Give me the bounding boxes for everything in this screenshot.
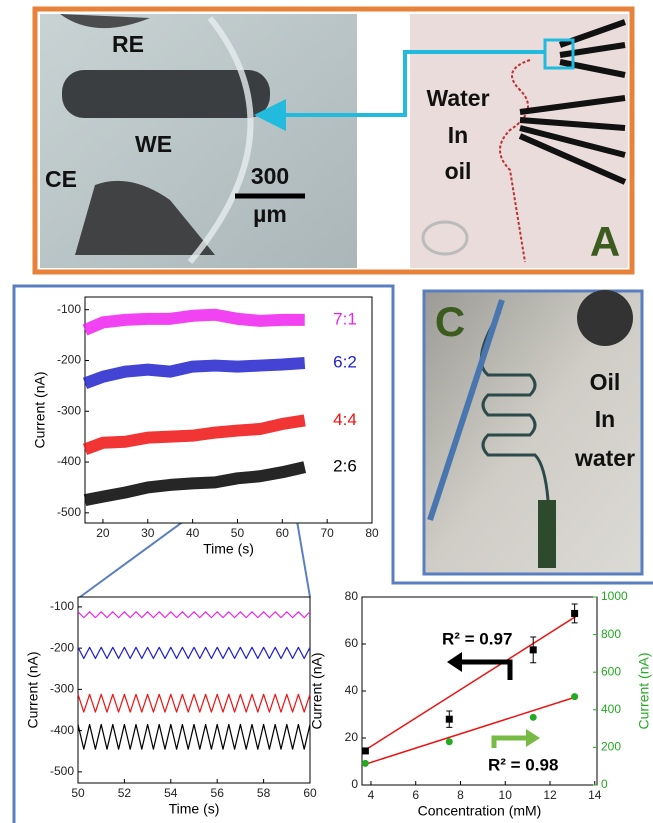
y-axis-label: Current (nA) [309, 652, 325, 729]
x-tick-label: 10 [499, 788, 513, 802]
y2-tick-label: 1000 [601, 589, 628, 603]
outlet [538, 500, 556, 568]
x-tick-label: 50 [71, 786, 85, 800]
point [571, 610, 578, 617]
x-axis-label: Time (s) [203, 541, 254, 557]
y2-tick-label: 0 [601, 777, 608, 791]
x-tick-label: 50 [231, 526, 245, 540]
x-tick-label: 30 [141, 526, 155, 540]
y-tick-label: 0 [351, 777, 358, 791]
flow-label: oil [445, 158, 472, 184]
point [362, 747, 369, 754]
y-axis-label: Current (nA) [32, 371, 48, 448]
x-tick-label: 52 [118, 786, 132, 800]
x-tick-label: 54 [164, 786, 178, 800]
y-tick-label: -500 [50, 764, 74, 778]
series-label: 6:2 [333, 353, 357, 372]
page: {"panel_a": {"label": "A", "electrodes":… [0, 0, 653, 823]
label-ce: CE [45, 166, 77, 192]
x-axis-label: Concentration (mM) [418, 803, 542, 819]
point [446, 738, 453, 745]
y-tick-label: -300 [50, 682, 74, 696]
y-tick-label: -200 [57, 353, 81, 367]
y-tick-label: 60 [345, 636, 359, 650]
point [446, 716, 453, 723]
scale-unit: µm [253, 201, 287, 227]
panel-letter: A [590, 218, 620, 265]
point [530, 646, 537, 653]
label-re: RE [112, 31, 144, 57]
y2-tick-label: 800 [601, 627, 621, 641]
annotation: R² = 0.98 [488, 755, 558, 774]
fitting [577, 290, 633, 346]
point [362, 760, 369, 767]
panel-letter: C [435, 298, 465, 345]
y-tick-label: -300 [57, 403, 81, 417]
x-tick-label: 20 [96, 526, 110, 540]
x-tick-label: 14 [588, 788, 602, 802]
y2-tick-label: 600 [601, 664, 621, 678]
y2-axis-label: Current (nA) [636, 652, 652, 729]
flow-label: Oil [590, 369, 621, 395]
point [571, 693, 578, 700]
series-label: 2:6 [333, 457, 357, 476]
x-tick-label: 40 [186, 526, 200, 540]
y2-tick-label: 400 [601, 702, 621, 716]
annotation: R² = 0.97 [442, 629, 512, 648]
y-tick-label: 20 [345, 730, 359, 744]
x-tick-label: 60 [276, 526, 290, 540]
series-label: 7:1 [333, 309, 357, 328]
label-we: WE [135, 131, 172, 157]
y-tick-label: -100 [50, 599, 74, 613]
x-tick-label: 58 [257, 786, 271, 800]
y-tick-label: 40 [345, 683, 359, 697]
y-tick-label: 80 [345, 589, 359, 603]
y-axis-label: Current (nA) [25, 651, 41, 728]
x-tick-label: 4 [368, 788, 375, 802]
x-tick-label: 80 [365, 526, 379, 540]
figure: RE WE CE 300 µm Water In oil A B Oil In … [0, 0, 653, 823]
y-tick-label: -100 [57, 302, 81, 316]
x-tick-label: 8 [457, 788, 464, 802]
flow-label: In [448, 122, 468, 148]
series-label: 4:4 [333, 410, 357, 429]
x-tick-label: 6 [412, 788, 419, 802]
x-tick-label: 12 [543, 788, 557, 802]
y-tick-label: -500 [57, 505, 81, 519]
y-tick-label: -400 [57, 454, 81, 468]
x-tick-label: 70 [320, 526, 334, 540]
y2-tick-label: 200 [601, 740, 621, 754]
x-tick-label: 60 [303, 786, 317, 800]
flow-label: water [574, 445, 635, 471]
electrode-we [62, 70, 270, 118]
x-axis-label: Time (s) [169, 801, 220, 817]
flow-label: Water [426, 85, 489, 111]
x-tick-label: 56 [211, 786, 225, 800]
point [530, 714, 537, 721]
plot-frame [78, 597, 310, 783]
y-tick-label: -200 [50, 640, 74, 654]
flow-label: In [595, 406, 615, 432]
y-tick-label: -400 [50, 723, 74, 737]
scale-value: 300 [251, 163, 289, 189]
